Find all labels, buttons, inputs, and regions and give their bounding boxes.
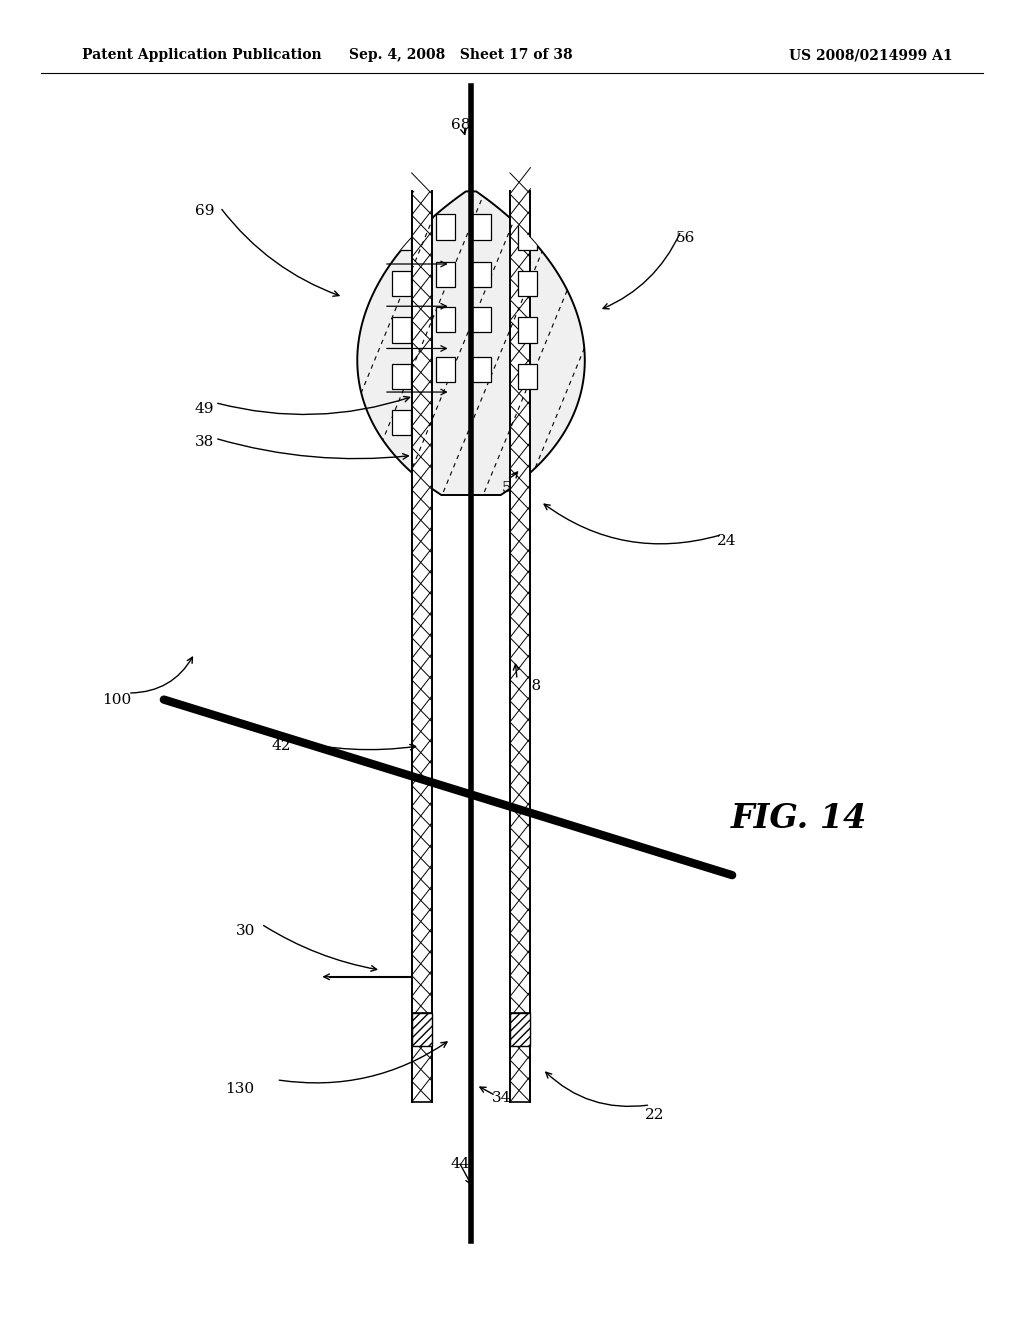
- Bar: [391, 363, 412, 388]
- Bar: [391, 272, 412, 296]
- Bar: [436, 306, 455, 331]
- Bar: [412, 191, 432, 1102]
- Text: US 2008/0214999 A1: US 2008/0214999 A1: [788, 49, 952, 62]
- Text: 68: 68: [451, 119, 470, 132]
- Bar: [510, 1014, 530, 1045]
- Bar: [436, 261, 455, 286]
- Text: 38: 38: [195, 436, 214, 449]
- Bar: [436, 356, 455, 383]
- Bar: [518, 317, 538, 342]
- Text: FIG. 14: FIG. 14: [730, 801, 867, 836]
- Polygon shape: [357, 191, 585, 495]
- Bar: [518, 363, 538, 388]
- Text: 24: 24: [717, 535, 736, 548]
- Bar: [471, 261, 492, 286]
- Text: 30: 30: [236, 924, 255, 937]
- Bar: [518, 272, 538, 296]
- Bar: [391, 226, 412, 251]
- Bar: [471, 306, 492, 331]
- Bar: [436, 214, 455, 240]
- Polygon shape: [357, 191, 585, 495]
- Text: 42: 42: [271, 739, 291, 752]
- Text: 100: 100: [102, 693, 132, 706]
- Bar: [471, 214, 492, 240]
- Bar: [391, 409, 412, 434]
- Text: 56: 56: [676, 231, 695, 244]
- Text: 130: 130: [225, 1082, 254, 1096]
- Bar: [412, 1014, 432, 1045]
- Text: 34: 34: [492, 1092, 511, 1105]
- Text: 49: 49: [195, 403, 214, 416]
- Text: 148: 148: [512, 680, 541, 693]
- Bar: [391, 317, 412, 342]
- Text: 69: 69: [195, 205, 214, 218]
- Text: 58: 58: [502, 482, 521, 495]
- Text: 22: 22: [645, 1109, 665, 1122]
- Text: Patent Application Publication: Patent Application Publication: [82, 49, 322, 62]
- Text: Sep. 4, 2008   Sheet 17 of 38: Sep. 4, 2008 Sheet 17 of 38: [349, 49, 572, 62]
- Bar: [471, 356, 492, 383]
- Bar: [510, 191, 530, 1102]
- Bar: [518, 226, 538, 251]
- Text: 44: 44: [451, 1158, 470, 1171]
